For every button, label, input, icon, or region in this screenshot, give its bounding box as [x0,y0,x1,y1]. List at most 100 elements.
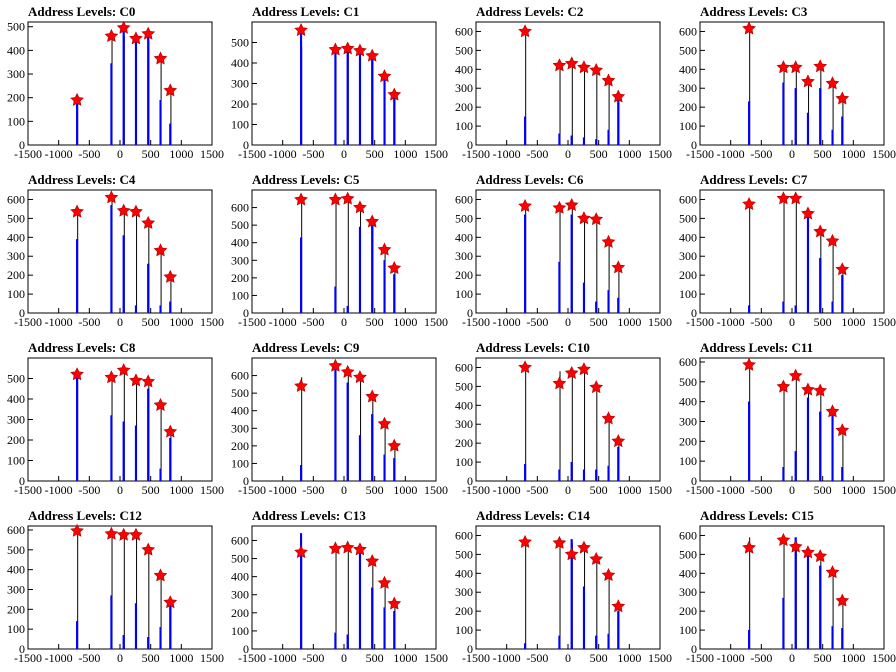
y-tick-label: 0 [467,306,473,320]
marker-star [129,373,143,387]
x-tick-label: 500 [590,483,608,497]
y-tick-label: 100 [679,287,697,301]
x-tick-label: 500 [366,147,384,161]
marker-star [70,523,84,537]
chart-panel-c4: Address Levels: C4 0 100 200 300 400 500 600 -15… [0,168,224,336]
marker-star [577,211,591,225]
y-tick-label: 500 [7,211,25,225]
x-tick-label: -500 [302,483,324,497]
y-tick-label: 100 [679,119,697,133]
marker-star [564,547,579,561]
marker-star [776,191,791,205]
chart-panel-c0: Address Levels: C0 0 100 200 300 400 500 -1500-… [0,0,224,168]
x-tick-label: -500 [78,147,100,161]
marker-star [601,411,616,425]
x-tick-label: 1500 [872,315,896,329]
marker-star [835,423,850,437]
marker-star [340,41,355,55]
x-tick-label: 500 [590,147,608,161]
chart-title: Address Levels: C7 [700,172,808,187]
chart-title: Address Levels: C11 [700,340,813,355]
y-tick-label: 300 [231,588,249,602]
x-tick-label: 1500 [424,483,448,497]
plot-frame [27,525,213,650]
marker-star [825,233,840,247]
x-tick-label: 0 [565,315,571,329]
marker-star [377,69,392,83]
y-tick-label: 100 [455,455,473,469]
y-tick-label: 100 [231,118,249,132]
x-tick-label: -1500 [14,147,42,161]
marker-star [104,28,119,43]
x-tick-label: 1000 [841,147,865,161]
marker-star [825,76,840,90]
x-tick-label: -1500 [462,651,490,665]
chart-title: Address Levels: C15 [700,508,814,523]
marker-star [552,200,567,214]
marker-star [365,389,380,403]
y-tick-label: 100 [231,288,249,302]
chart-title: Address Levels: C6 [476,172,584,187]
chart-title: Address Levels: C2 [476,4,583,19]
plot-frame [475,21,661,146]
chart-svg: Address Levels: C2 0 100 200 300 400 500 600 -15… [455,4,672,161]
x-tick-label: -500 [750,483,772,497]
plot-frame [27,357,213,482]
chart-panel-c10: Address Levels: C10 0 100 200 300 400 500 600 -1… [448,336,672,504]
y-tick-label: 300 [231,77,249,91]
y-tick-label: 200 [455,604,473,618]
y-tick-label: 300 [679,414,697,428]
marker-star [776,532,791,547]
x-tick-label: 1500 [648,483,672,497]
marker-star [564,56,579,70]
x-tick-label: 500 [142,315,160,329]
y-tick-label: 500 [231,36,249,50]
x-tick-label: 1000 [169,315,193,329]
x-tick-label: 0 [341,315,347,329]
x-tick-label: -1000 [717,315,745,329]
x-tick-label: -1000 [269,315,297,329]
x-tick-label: 0 [117,483,123,497]
x-tick-label: 500 [142,483,160,497]
marker-star [116,20,131,34]
marker-star [577,60,591,74]
x-tick-label: 1500 [872,651,896,665]
y-tick-label: 0 [243,306,249,320]
marker-star [742,540,756,554]
marker-star [387,260,402,275]
y-tick-label: 500 [679,375,697,389]
x-tick-label: 0 [789,651,795,665]
x-tick-label: -500 [750,147,772,161]
marker-star [353,542,367,556]
marker-star [163,424,178,438]
y-tick-label: 500 [231,386,249,400]
y-tick-label: 300 [231,253,249,267]
marker-star [387,596,402,610]
x-tick-label: -1500 [462,483,490,497]
y-tick-label: 0 [691,642,697,656]
y-tick-label: 400 [455,566,473,580]
y-tick-label: 600 [455,24,473,38]
y-tick-label: 200 [679,100,697,114]
chart-svg: Address Levels: C3 0 100 200 300 400 500 600 -15… [679,4,896,161]
y-tick-label: 300 [679,585,697,599]
y-tick-label: 600 [231,201,249,215]
marker-star [801,74,815,88]
marker-star [141,215,156,229]
chart-svg: Address Levels: C5 0 100 200 300 400 500 600 -15… [231,172,448,329]
chart-svg: Address Levels: C7 0 100 200 300 400 500 600 -15… [679,172,896,329]
x-tick-label: -500 [78,315,100,329]
x-tick-label: -500 [302,147,324,161]
chart-svg: Address Levels: C15 0 100 200 300 400 500 600 -1… [679,508,896,665]
marker-star [589,63,604,77]
marker-star [564,365,579,379]
y-tick-label: 200 [679,604,697,618]
y-tick-label: 200 [231,439,249,453]
plot-frame [251,21,437,146]
x-tick-label: -500 [526,315,548,329]
y-tick-label: 0 [19,642,25,656]
x-tick-label: -1000 [493,651,521,665]
marker-star [328,192,343,206]
marker-star [801,382,815,396]
